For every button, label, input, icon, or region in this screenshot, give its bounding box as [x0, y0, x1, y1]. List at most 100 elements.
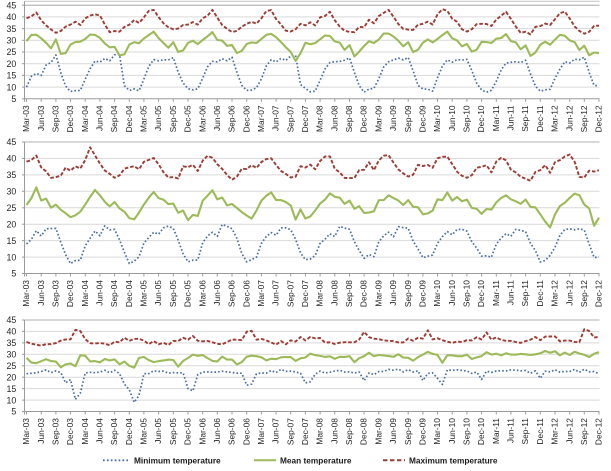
svg-text:10: 10	[7, 395, 17, 405]
svg-text:Mar-05: Mar-05	[139, 105, 149, 132]
svg-text:Dec-10: Dec-10	[476, 418, 486, 445]
svg-text:45: 45	[7, 315, 17, 325]
svg-text:Sep-10: Sep-10	[462, 105, 472, 132]
svg-text:Mar-07: Mar-07	[256, 105, 266, 132]
svg-text:Dec-05: Dec-05	[183, 105, 193, 132]
svg-text:Dec-07: Dec-07	[300, 105, 310, 132]
svg-text:Dec-12: Dec-12	[594, 105, 604, 132]
svg-text:Mar-08: Mar-08	[315, 280, 325, 307]
svg-text:Jun-11: Jun-11	[506, 280, 516, 305]
svg-text:Dec-04: Dec-04	[124, 418, 134, 445]
svg-text:Dec-04: Dec-04	[124, 105, 134, 132]
svg-text:Jun-10: Jun-10	[447, 418, 457, 444]
svg-text:Mar-08: Mar-08	[315, 418, 325, 445]
svg-text:25: 25	[7, 47, 17, 57]
svg-text:Sep-03: Sep-03	[51, 105, 61, 132]
svg-text:Sep-04: Sep-04	[109, 418, 119, 445]
svg-text:Jun-10: Jun-10	[447, 105, 457, 131]
svg-text:5: 5	[11, 94, 16, 104]
svg-text:Dec-06: Dec-06	[241, 280, 251, 307]
svg-text:Dec-10: Dec-10	[476, 105, 486, 132]
svg-text:15: 15	[7, 384, 17, 394]
svg-text:15: 15	[7, 71, 17, 81]
svg-text:Jun-11: Jun-11	[506, 105, 516, 130]
svg-text:Dec-10: Dec-10	[476, 280, 486, 307]
svg-text:Dec-08: Dec-08	[359, 418, 369, 445]
svg-text:Dec-11: Dec-11	[535, 280, 545, 307]
svg-text:Sep-05: Sep-05	[168, 280, 178, 307]
svg-text:Jun-06: Jun-06	[212, 418, 222, 444]
svg-text:Sep-10: Sep-10	[462, 280, 472, 307]
svg-text:Sep-09: Sep-09	[403, 280, 413, 307]
svg-text:40: 40	[7, 12, 17, 22]
svg-text:Mar-12: Mar-12	[550, 418, 560, 445]
svg-text:35: 35	[7, 24, 17, 34]
svg-text:15: 15	[7, 236, 17, 246]
svg-text:Jun-04: Jun-04	[95, 280, 105, 306]
svg-text:Dec-09: Dec-09	[418, 105, 428, 132]
svg-text:Sep-07: Sep-07	[285, 105, 295, 132]
svg-text:Mar-07: Mar-07	[256, 418, 266, 445]
svg-text:Dec-11: Dec-11	[535, 418, 545, 445]
svg-text:Mar-09: Mar-09	[373, 418, 383, 445]
svg-text:30: 30	[7, 350, 17, 360]
svg-text:Mar-04: Mar-04	[80, 280, 90, 307]
svg-text:Jun-11: Jun-11	[506, 418, 516, 443]
svg-text:45: 45	[7, 137, 17, 147]
svg-text:Mar-04: Mar-04	[80, 105, 90, 132]
svg-text:Sep-09: Sep-09	[403, 105, 413, 132]
svg-text:Dec-12: Dec-12	[594, 280, 604, 307]
svg-text:Mean temperature: Mean temperature	[280, 455, 352, 465]
svg-text:Mar-03: Mar-03	[21, 280, 31, 307]
svg-text:Jun-08: Jun-08	[329, 280, 339, 306]
svg-text:25: 25	[7, 203, 17, 213]
svg-text:Sep-06: Sep-06	[227, 105, 237, 132]
svg-text:5: 5	[11, 269, 16, 279]
svg-text:Mar-04: Mar-04	[80, 418, 90, 445]
svg-text:Jun-06: Jun-06	[212, 105, 222, 131]
svg-text:Mar-09: Mar-09	[373, 280, 383, 307]
svg-text:25: 25	[7, 361, 17, 371]
svg-text:Minimum temperature: Minimum temperature	[134, 455, 221, 465]
svg-text:Mar-06: Mar-06	[197, 418, 207, 445]
svg-text:Jun-09: Jun-09	[388, 418, 398, 444]
svg-text:Mar-03: Mar-03	[21, 105, 31, 132]
svg-text:45: 45	[7, 0, 17, 10]
svg-text:Sep-11: Sep-11	[520, 280, 530, 307]
svg-text:Dec-08: Dec-08	[359, 105, 369, 132]
svg-text:5: 5	[11, 407, 16, 417]
svg-text:Sep-12: Sep-12	[579, 280, 589, 307]
svg-text:Dec-09: Dec-09	[418, 418, 428, 445]
svg-text:Jun-07: Jun-07	[271, 418, 281, 444]
svg-text:Jun-09: Jun-09	[388, 280, 398, 306]
svg-text:10: 10	[7, 82, 17, 92]
svg-text:Dec-05: Dec-05	[183, 418, 193, 445]
svg-text:Dec-07: Dec-07	[300, 280, 310, 307]
svg-text:Mar-11: Mar-11	[491, 418, 501, 444]
svg-text:20: 20	[7, 219, 17, 229]
svg-text:Sep-07: Sep-07	[285, 418, 295, 445]
svg-text:35: 35	[7, 170, 17, 180]
svg-text:Sep-03: Sep-03	[51, 418, 61, 445]
svg-text:Jun-09: Jun-09	[388, 105, 398, 131]
svg-text:Dec-12: Dec-12	[594, 418, 604, 445]
svg-text:Jun-07: Jun-07	[271, 280, 281, 306]
svg-text:Sep-08: Sep-08	[344, 418, 354, 445]
svg-text:Jun-06: Jun-06	[212, 280, 222, 306]
svg-text:35: 35	[7, 338, 17, 348]
svg-text:Sep-06: Sep-06	[227, 280, 237, 307]
svg-text:Sep-11: Sep-11	[520, 418, 530, 445]
svg-text:Mar-06: Mar-06	[197, 105, 207, 132]
svg-text:Jun-10: Jun-10	[447, 280, 457, 306]
svg-text:Mar-08: Mar-08	[315, 105, 325, 132]
svg-text:40: 40	[7, 327, 17, 337]
svg-text:Mar-06: Mar-06	[197, 280, 207, 307]
svg-text:Jun-12: Jun-12	[564, 280, 574, 306]
svg-text:Sep-07: Sep-07	[285, 280, 295, 307]
svg-text:Mar-10: Mar-10	[432, 280, 442, 307]
svg-text:Dec-03: Dec-03	[65, 280, 75, 307]
svg-text:Mar-05: Mar-05	[139, 418, 149, 445]
svg-text:Dec-05: Dec-05	[183, 280, 193, 307]
svg-text:Jun-05: Jun-05	[153, 105, 163, 131]
svg-text:Sep-05: Sep-05	[168, 418, 178, 445]
